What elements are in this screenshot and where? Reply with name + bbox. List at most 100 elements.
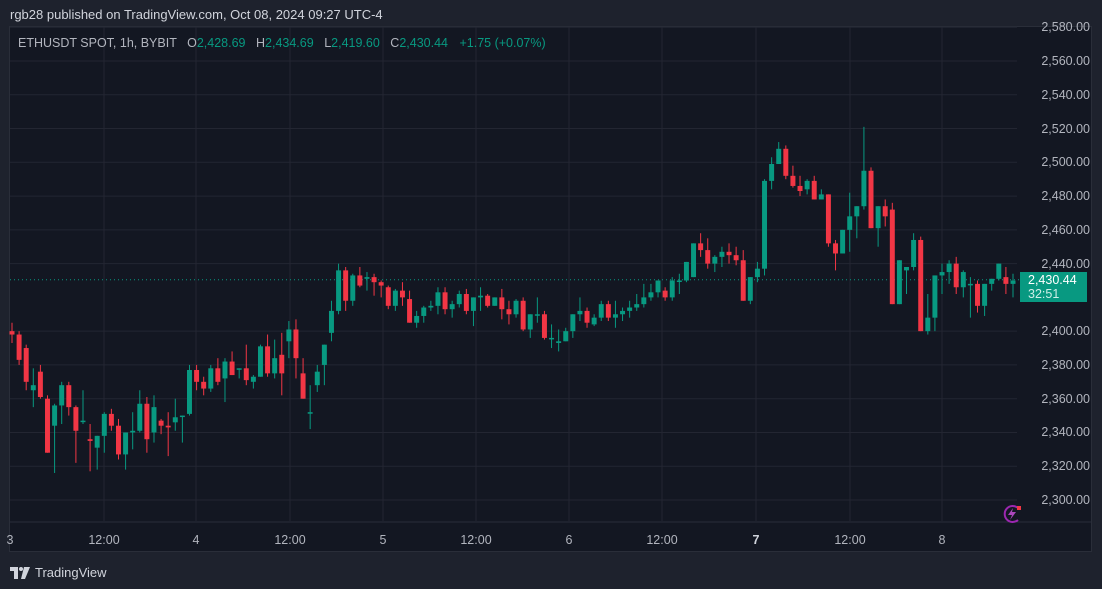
candle[interactable]: [250, 375, 256, 389]
candle[interactable]: [783, 145, 789, 180]
candle[interactable]: [222, 358, 228, 403]
candle[interactable]: [385, 285, 391, 310]
candle[interactable]: [194, 364, 200, 391]
candle[interactable]: [527, 314, 533, 338]
candle[interactable]: [186, 364, 192, 416]
candle[interactable]: [116, 418, 121, 460]
candle[interactable]: [591, 314, 597, 327]
candle[interactable]: [215, 358, 221, 386]
candle[interactable]: [840, 229, 846, 254]
candle[interactable]: [811, 175, 817, 200]
candle[interactable]: [499, 288, 505, 320]
candle[interactable]: [16, 331, 22, 365]
candle[interactable]: [229, 351, 235, 376]
candle[interactable]: [66, 381, 72, 416]
candle[interactable]: [861, 126, 867, 210]
candle[interactable]: [300, 358, 306, 399]
candle[interactable]: [776, 142, 782, 164]
candle[interactable]: [428, 300, 434, 311]
candle[interactable]: [87, 424, 93, 472]
candle[interactable]: [80, 390, 86, 425]
candle[interactable]: [705, 238, 711, 269]
candle[interactable]: [257, 344, 263, 377]
candle[interactable]: [506, 300, 512, 325]
candle[interactable]: [712, 255, 718, 273]
candle[interactable]: [790, 165, 796, 188]
candle[interactable]: [570, 314, 576, 338]
candle[interactable]: [691, 243, 697, 278]
candle[interactable]: [605, 300, 611, 322]
candle[interactable]: [769, 157, 775, 190]
candle[interactable]: [648, 283, 654, 301]
candle[interactable]: [328, 300, 334, 342]
candle[interactable]: [1003, 266, 1009, 295]
candle[interactable]: [172, 398, 178, 431]
candle[interactable]: [520, 297, 526, 332]
candle[interactable]: [996, 263, 1002, 281]
candle[interactable]: [676, 273, 682, 295]
candle[interactable]: [620, 307, 626, 322]
candle[interactable]: [73, 405, 79, 463]
candle[interactable]: [896, 260, 902, 305]
candle[interactable]: [918, 236, 924, 332]
candle[interactable]: [932, 275, 938, 332]
candle[interactable]: [421, 305, 427, 323]
candle[interactable]: [378, 280, 384, 298]
candle[interactable]: [982, 283, 988, 316]
candle[interactable]: [754, 261, 760, 283]
candle[interactable]: [179, 415, 185, 443]
candle[interactable]: [59, 381, 65, 425]
candle[interactable]: [45, 395, 50, 453]
candle[interactable]: [541, 310, 547, 340]
candle[interactable]: [875, 206, 881, 247]
candle[interactable]: [23, 344, 29, 391]
candle[interactable]: [563, 327, 569, 342]
candle[interactable]: [492, 297, 498, 306]
candle[interactable]: [641, 283, 647, 308]
candle[interactable]: [456, 290, 462, 308]
candle[interactable]: [343, 266, 349, 311]
candle[interactable]: [882, 199, 888, 227]
candle[interactable]: [165, 412, 171, 457]
candle[interactable]: [108, 408, 114, 431]
candle[interactable]: [655, 280, 661, 298]
candle[interactable]: [513, 299, 519, 318]
candle[interactable]: [960, 270, 966, 298]
candle[interactable]: [612, 300, 618, 328]
candle[interactable]: [463, 288, 469, 315]
candle[interactable]: [904, 266, 909, 295]
candle[interactable]: [371, 273, 377, 296]
candle[interactable]: [797, 175, 803, 197]
candle[interactable]: [847, 192, 853, 252]
candle[interactable]: [833, 239, 839, 271]
candle[interactable]: [577, 297, 583, 322]
candle[interactable]: [350, 273, 356, 306]
candle[interactable]: [989, 278, 995, 291]
candle[interactable]: [854, 206, 860, 239]
candle[interactable]: [911, 233, 917, 271]
candle[interactable]: [598, 300, 604, 322]
tradingview-logo[interactable]: TradingView: [10, 565, 107, 580]
candle[interactable]: [939, 263, 945, 295]
candle[interactable]: [534, 297, 540, 323]
candle[interactable]: [137, 390, 143, 433]
candle[interactable]: [286, 321, 292, 359]
candle[interactable]: [279, 332, 285, 396]
lightning-icon[interactable]: [1001, 503, 1023, 525]
candle[interactable]: [272, 339, 278, 379]
candle[interactable]: [442, 287, 448, 315]
candle[interactable]: [662, 287, 668, 301]
candle[interactable]: [719, 246, 725, 267]
candle[interactable]: [407, 290, 413, 323]
candle[interactable]: [101, 412, 107, 453]
chart-pane[interactable]: [9, 26, 1092, 552]
candle[interactable]: [52, 403, 58, 473]
candle[interactable]: [818, 189, 824, 200]
candle[interactable]: [967, 277, 973, 318]
candle[interactable]: [158, 418, 164, 435]
candle[interactable]: [151, 395, 157, 443]
candle[interactable]: [30, 368, 36, 408]
candle[interactable]: [236, 368, 242, 379]
candle[interactable]: [478, 287, 484, 311]
candle[interactable]: [1010, 273, 1016, 298]
